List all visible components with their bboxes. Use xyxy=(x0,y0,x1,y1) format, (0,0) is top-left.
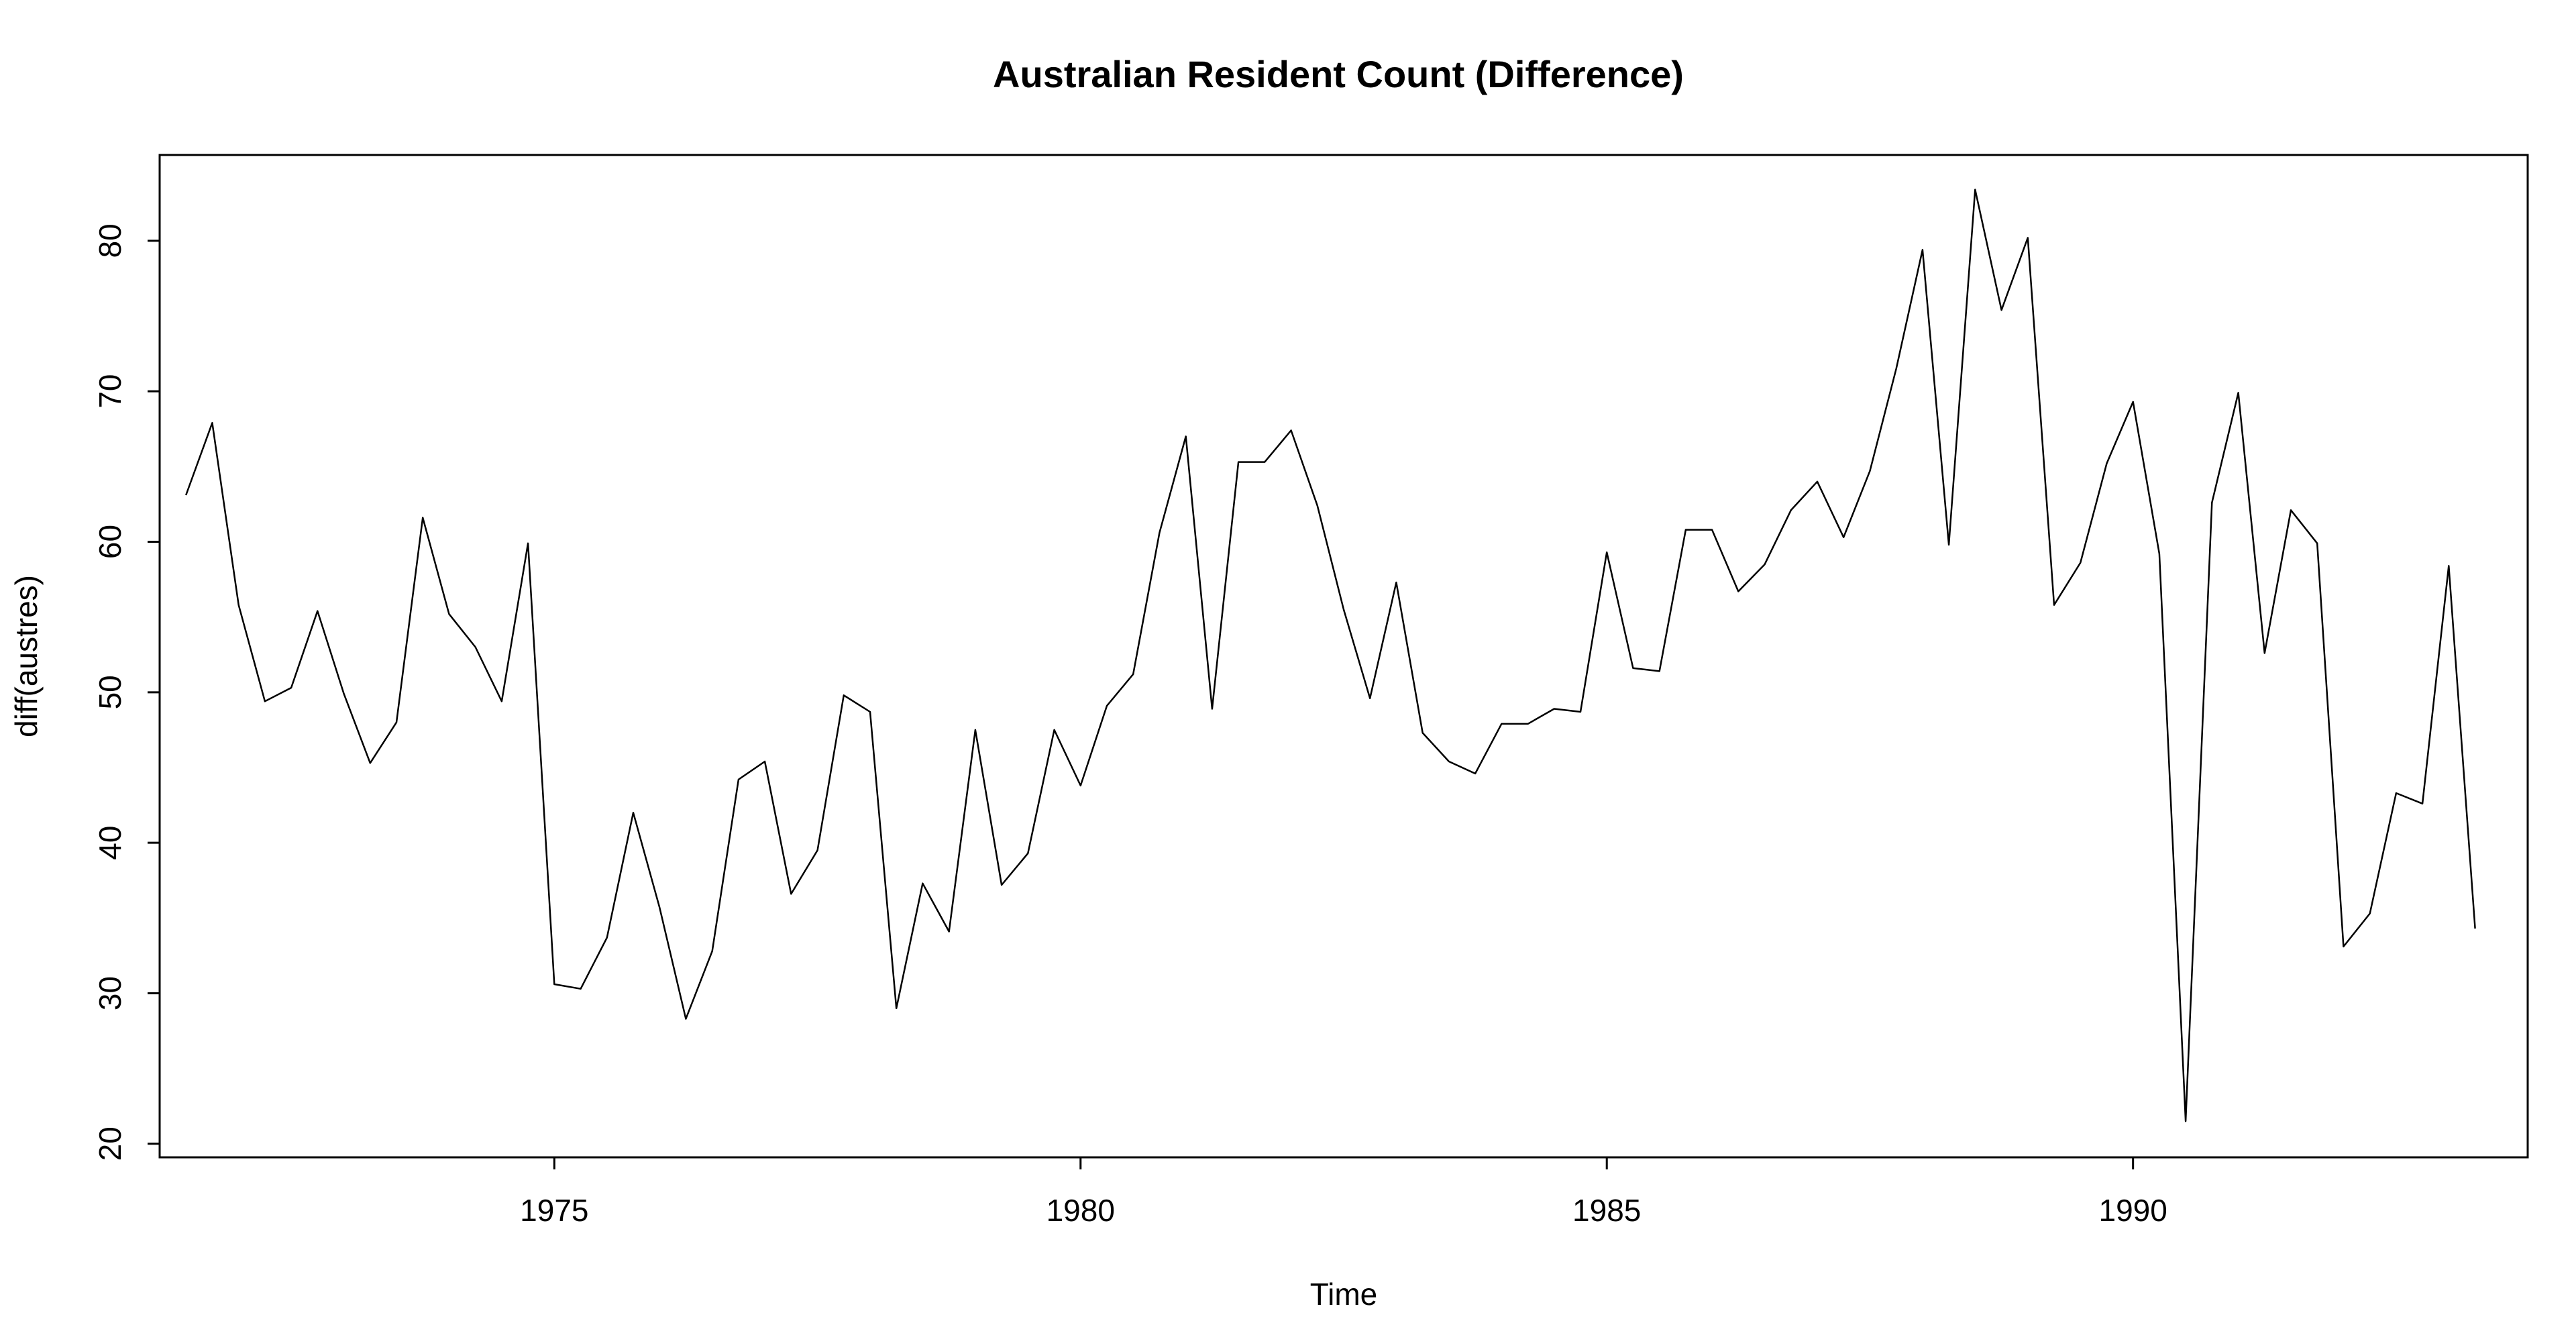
x-axis: 1975 1980 1985 1990 xyxy=(520,1156,2167,1228)
x-tick-label: 1990 xyxy=(2098,1193,2167,1228)
y-axis-label: diff(austres) xyxy=(9,575,44,737)
y-tick-label: 40 xyxy=(93,826,127,860)
y-tick-label: 80 xyxy=(93,223,127,258)
y-tick-label: 20 xyxy=(93,1126,127,1161)
series-line xyxy=(185,189,2476,1122)
y-tick-label: 50 xyxy=(93,675,127,709)
x-tick-label: 1975 xyxy=(520,1193,588,1228)
y-tick-label: 70 xyxy=(93,374,127,409)
chart-title: Australian Resident Count (Difference) xyxy=(993,53,1684,95)
x-tick-label: 1985 xyxy=(1572,1193,1641,1228)
x-axis-label: Time xyxy=(1310,1277,1378,1312)
y-axis: 20 30 40 50 60 70 80 xyxy=(93,223,161,1161)
y-tick-label: 60 xyxy=(93,525,127,559)
y-tick-label: 30 xyxy=(93,976,127,1010)
x-tick-label: 1980 xyxy=(1046,1193,1115,1228)
